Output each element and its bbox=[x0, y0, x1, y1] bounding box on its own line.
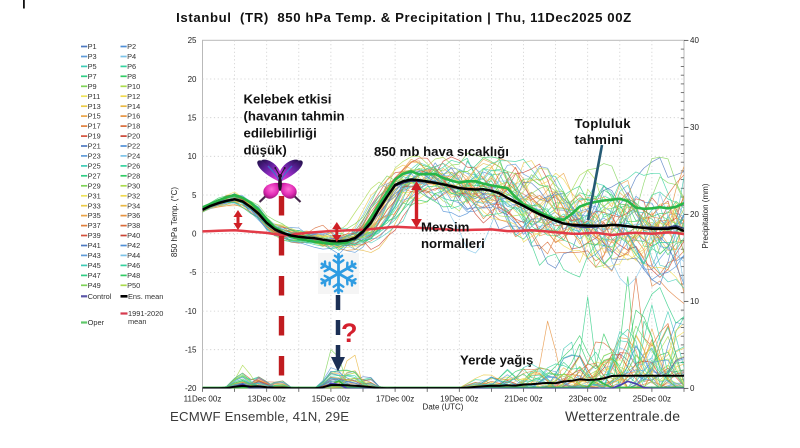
svg-text:0: 0 bbox=[192, 230, 197, 239]
svg-text:P16: P16 bbox=[127, 112, 140, 121]
svg-text:1991-2020: 1991-2020 bbox=[128, 309, 163, 318]
svg-text:P14: P14 bbox=[127, 102, 140, 111]
svg-text:21Dec 00z: 21Dec 00z bbox=[504, 395, 542, 404]
svg-text:P19: P19 bbox=[88, 132, 101, 141]
svg-text:P30: P30 bbox=[127, 181, 140, 190]
svg-text:?: ? bbox=[341, 318, 358, 348]
svg-text:P36: P36 bbox=[127, 211, 140, 220]
svg-text:P18: P18 bbox=[127, 122, 140, 131]
svg-text:20: 20 bbox=[188, 75, 197, 84]
svg-text:P21: P21 bbox=[88, 142, 101, 151]
svg-text:P12: P12 bbox=[127, 92, 140, 101]
svg-text:mean: mean bbox=[128, 317, 147, 326]
svg-text:P10: P10 bbox=[127, 82, 140, 91]
svg-text:P25: P25 bbox=[88, 162, 101, 171]
svg-text:P50: P50 bbox=[127, 281, 140, 290]
svg-text:13Dec 00z: 13Dec 00z bbox=[248, 395, 286, 404]
svg-text:P9: P9 bbox=[88, 82, 97, 91]
svg-text:5: 5 bbox=[192, 191, 197, 200]
svg-text:-10: -10 bbox=[185, 307, 197, 316]
svg-text:P28: P28 bbox=[127, 171, 140, 180]
svg-text:15: 15 bbox=[188, 114, 197, 123]
svg-text:-5: -5 bbox=[189, 268, 197, 277]
svg-text:10: 10 bbox=[188, 152, 197, 161]
svg-text:-20: -20 bbox=[185, 384, 197, 393]
svg-text:(havanın tahmin: (havanın tahmin bbox=[244, 109, 345, 124]
svg-text:0: 0 bbox=[690, 384, 695, 393]
svg-text:P8: P8 bbox=[127, 72, 136, 81]
svg-text:P41: P41 bbox=[88, 241, 101, 250]
svg-text:15Dec 00z: 15Dec 00z bbox=[312, 395, 350, 404]
svg-text:P40: P40 bbox=[127, 231, 140, 240]
svg-text:P17: P17 bbox=[88, 122, 101, 131]
svg-text:ECMWF Ensemble, 41N, 29E: ECMWF Ensemble, 41N, 29E bbox=[170, 409, 349, 424]
svg-text:P34: P34 bbox=[127, 201, 140, 210]
svg-text:Topluluk: Topluluk bbox=[575, 116, 632, 131]
svg-text:P29: P29 bbox=[88, 181, 101, 190]
svg-text:19Dec 00z: 19Dec 00z bbox=[440, 395, 478, 404]
svg-text:P47: P47 bbox=[88, 271, 101, 280]
svg-text:P3: P3 bbox=[88, 52, 97, 61]
svg-text:P4: P4 bbox=[127, 52, 136, 61]
svg-text:P7: P7 bbox=[88, 72, 97, 81]
svg-text:Mevsim: Mevsim bbox=[421, 220, 469, 235]
svg-text:edilebilirliği: edilebilirliği bbox=[244, 126, 317, 141]
svg-text:20: 20 bbox=[690, 210, 699, 219]
svg-text:P42: P42 bbox=[127, 241, 140, 250]
svg-text:P38: P38 bbox=[127, 221, 140, 230]
svg-text:P33: P33 bbox=[88, 201, 101, 210]
svg-text:P23: P23 bbox=[88, 152, 101, 161]
svg-text:Precipitation (mm): Precipitation (mm) bbox=[701, 183, 710, 248]
svg-text:-15: -15 bbox=[185, 346, 197, 355]
svg-text:P24: P24 bbox=[127, 152, 140, 161]
svg-text:850 hPa Temp. (°C): 850 hPa Temp. (°C) bbox=[170, 187, 179, 258]
svg-text:P6: P6 bbox=[127, 62, 136, 71]
svg-text:tahmini: tahmini bbox=[575, 132, 624, 147]
svg-text:P11: P11 bbox=[88, 92, 101, 101]
svg-text:850 mb hava sıcaklığı: 850 mb hava sıcaklığı bbox=[374, 144, 509, 159]
svg-text:Ens. mean: Ens. mean bbox=[128, 292, 163, 301]
svg-text:Istanbul (TR) 850 hPa Temp.: Istanbul (TR) 850 hPa Temp. & Precipitat… bbox=[176, 10, 632, 25]
svg-text:P22: P22 bbox=[127, 142, 140, 151]
svg-text:23Dec 00z: 23Dec 00z bbox=[569, 395, 607, 404]
svg-text:17Dec 00z: 17Dec 00z bbox=[376, 395, 414, 404]
svg-text:10: 10 bbox=[690, 297, 699, 306]
svg-text:P49: P49 bbox=[88, 281, 101, 290]
svg-text:P37: P37 bbox=[88, 221, 101, 230]
svg-text:P44: P44 bbox=[127, 251, 140, 260]
svg-text:P31: P31 bbox=[88, 191, 101, 200]
svg-text:P48: P48 bbox=[127, 271, 140, 280]
svg-text:P20: P20 bbox=[127, 132, 140, 141]
svg-text:P15: P15 bbox=[88, 112, 101, 121]
svg-text:P32: P32 bbox=[127, 191, 140, 200]
svg-text:11Dec 00z: 11Dec 00z bbox=[184, 395, 222, 404]
svg-text:Oper: Oper bbox=[88, 318, 105, 327]
svg-text:Kelebek etkisi: Kelebek etkisi bbox=[244, 92, 332, 107]
svg-text:P27: P27 bbox=[88, 171, 101, 180]
svg-text:P5: P5 bbox=[88, 62, 97, 71]
svg-text:P45: P45 bbox=[88, 261, 101, 270]
svg-text:40: 40 bbox=[690, 36, 699, 45]
svg-text:P35: P35 bbox=[88, 211, 101, 220]
svg-text:P1: P1 bbox=[88, 42, 97, 51]
svg-text:P43: P43 bbox=[88, 251, 101, 260]
svg-text:P13: P13 bbox=[88, 102, 101, 111]
svg-text:25Dec 00z: 25Dec 00z bbox=[633, 395, 671, 404]
svg-text:Date (UTC): Date (UTC) bbox=[423, 403, 464, 412]
svg-text:P26: P26 bbox=[127, 162, 140, 171]
svg-text:P39: P39 bbox=[88, 231, 101, 240]
svg-text:25: 25 bbox=[188, 36, 197, 45]
svg-text:Yerde yağış: Yerde yağış bbox=[460, 353, 533, 368]
svg-text:Wetterzentrale.de: Wetterzentrale.de bbox=[565, 408, 680, 424]
svg-text:Control: Control bbox=[88, 292, 112, 301]
svg-text:normalleri: normalleri bbox=[421, 236, 485, 251]
svg-text:30: 30 bbox=[690, 123, 699, 132]
svg-text:düşük): düşük) bbox=[244, 143, 287, 158]
svg-text:P2: P2 bbox=[127, 42, 136, 51]
svg-text:P46: P46 bbox=[127, 261, 140, 270]
